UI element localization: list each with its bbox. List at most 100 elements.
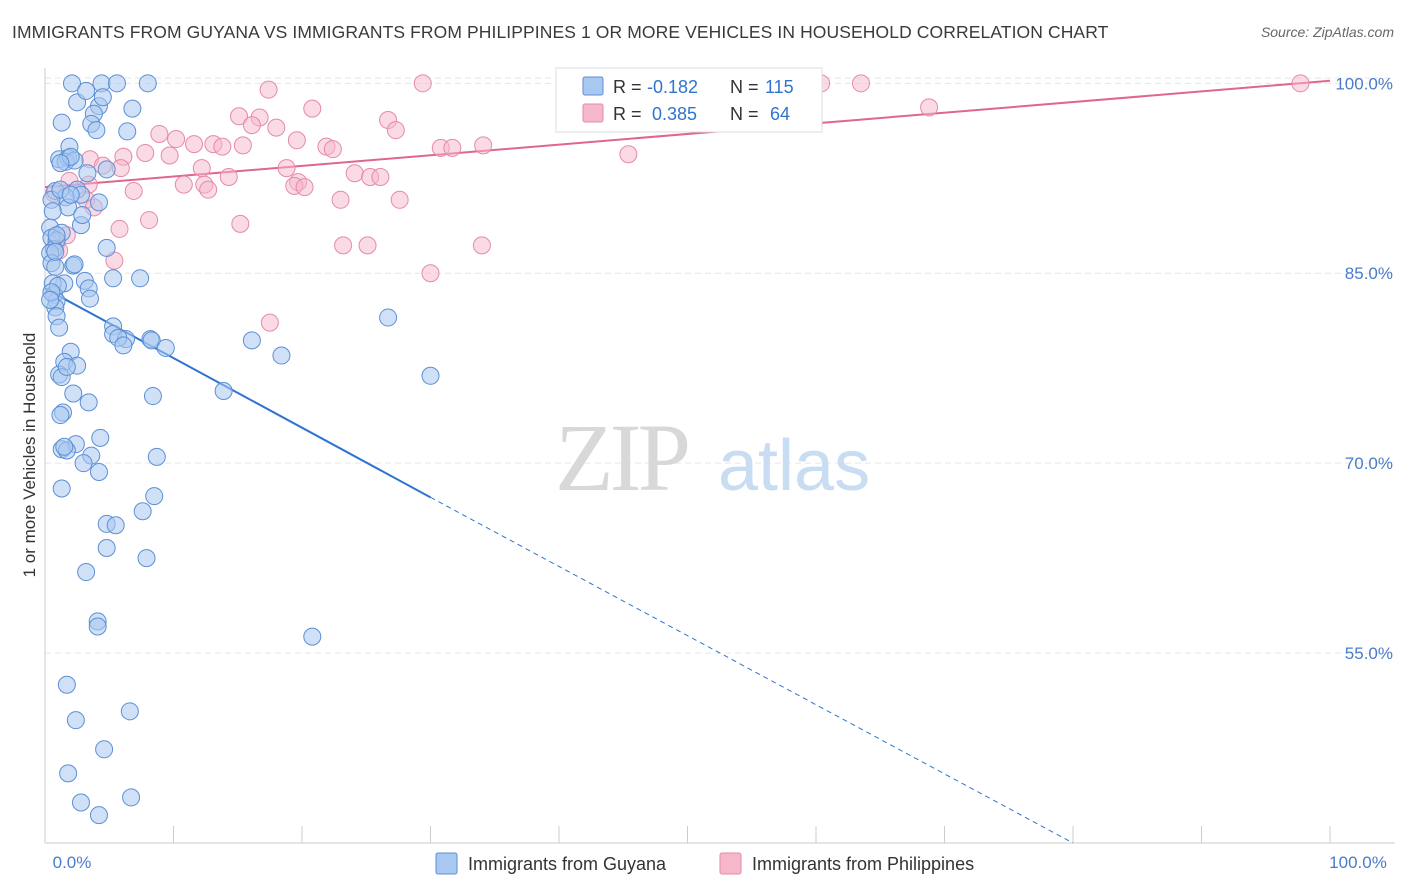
guyana-point: [93, 88, 112, 107]
guyana-point: [51, 406, 70, 425]
guyana-point: [78, 164, 97, 183]
guyana-point: [80, 289, 99, 308]
y-tick-label: 100.0%: [1335, 74, 1393, 93]
philippines-trend-line: [44, 79, 1331, 189]
philippines-point: [150, 124, 169, 143]
guyana-point: [242, 331, 261, 350]
guyana-point: [106, 516, 125, 535]
guyana-point: [57, 675, 76, 694]
guyana-point: [421, 366, 440, 385]
guyana-point: [123, 99, 142, 118]
philippines-point: [474, 136, 493, 155]
legend-r-label-2: R =: [613, 104, 642, 124]
x-tick-label-min: 0.0%: [53, 853, 92, 872]
guyana-point: [379, 308, 398, 327]
guyana-point: [66, 711, 85, 730]
guyana-point: [41, 290, 60, 309]
y-tick-labels: 55.0% 70.0% 85.0% 100.0%: [1335, 74, 1393, 663]
guyana-point: [143, 387, 162, 406]
guyana-point: [52, 479, 71, 498]
philippines-point: [160, 146, 179, 165]
guyana-point: [131, 269, 150, 288]
guyana-point: [97, 538, 116, 557]
watermark: ZIP atlas: [555, 404, 870, 511]
guyana-point: [303, 627, 322, 646]
x-tick-label-max: 100.0%: [1329, 853, 1387, 872]
guyana-point: [62, 74, 81, 93]
watermark-atlas: atlas: [718, 426, 870, 506]
legend-n-label-1: N =: [730, 77, 759, 97]
guyana-point: [272, 346, 291, 365]
philippines-point: [413, 74, 432, 93]
philippines-point: [920, 98, 939, 117]
philippines-point: [213, 137, 232, 156]
guyana-point: [50, 318, 69, 337]
guyana-point: [43, 202, 62, 221]
philippines-point: [192, 159, 211, 178]
source-label: Source: ZipAtlas.com: [1260, 24, 1394, 40]
philippines-point: [851, 74, 870, 93]
bottom-legend-swatch-guyana: [435, 852, 458, 875]
philippines-point: [219, 168, 238, 187]
watermark-zip: ZIP: [555, 404, 688, 511]
philippines-point: [421, 264, 440, 283]
guyana-point: [55, 437, 74, 456]
guyana-point: [97, 160, 116, 179]
y-axis-title: 1 or more Vehicles in Household: [20, 333, 39, 578]
guyana-point: [59, 764, 78, 783]
bottom-legend-label-guyana: Immigrants from Guyana: [468, 854, 667, 874]
legend-n-label-2: N =: [730, 104, 759, 124]
philippines-point: [472, 236, 491, 255]
philippines-point: [231, 214, 250, 233]
philippines-point: [345, 164, 364, 183]
y-tick-label: 70.0%: [1345, 454, 1393, 473]
trend-lines: [44, 79, 1331, 844]
legend-swatch-guyana: [582, 76, 604, 96]
philippines-point: [287, 131, 306, 150]
philippines-point: [386, 121, 405, 140]
guyana-point: [57, 357, 76, 376]
guyana-point: [61, 185, 80, 204]
guyana-point: [89, 193, 108, 212]
philippines-point: [1291, 74, 1310, 93]
guyana-point: [46, 257, 65, 276]
philippines-point: [136, 143, 155, 162]
guyana-point: [104, 269, 123, 288]
legend-n-value-2: 64: [765, 104, 790, 124]
guyana-point: [77, 81, 96, 100]
philippines-point: [331, 190, 350, 209]
guyana-point: [65, 255, 84, 274]
philippines-point: [242, 116, 261, 135]
philippines-point: [267, 118, 286, 137]
guyana-point: [64, 384, 83, 403]
guyana-point: [120, 702, 139, 721]
philippines-point: [334, 236, 353, 255]
bottom-legend: Immigrants from Guyana Immigrants from P…: [435, 852, 974, 875]
guyana-point: [122, 788, 141, 807]
guyana-point: [73, 206, 92, 224]
philippines-point: [303, 99, 322, 118]
philippines-point: [371, 168, 390, 187]
guyana-point: [133, 502, 152, 521]
guyana-point: [87, 121, 106, 140]
legend-r-value-2: 0.385: [647, 104, 697, 124]
legend: R = -0.182 N = 115 R = 0.385 N = 64: [555, 67, 823, 133]
philippines-point: [390, 190, 409, 209]
guyana-point: [95, 740, 114, 759]
legend-swatch-philippines: [582, 103, 604, 123]
guyana-point: [114, 336, 133, 355]
gridlines: [45, 77, 1395, 654]
philippines-point: [295, 178, 314, 197]
philippines-point: [260, 313, 279, 332]
philippines-point: [167, 130, 186, 149]
philippines-point: [110, 219, 129, 238]
philippines-point: [174, 175, 193, 194]
philippines-point: [443, 138, 462, 157]
guyana-point: [145, 487, 164, 506]
philippines-point: [619, 145, 638, 164]
bottom-legend-swatch-philippines: [719, 852, 742, 875]
guyana-point: [79, 393, 98, 412]
guyana-point: [88, 617, 107, 636]
guyana-point: [51, 154, 70, 173]
